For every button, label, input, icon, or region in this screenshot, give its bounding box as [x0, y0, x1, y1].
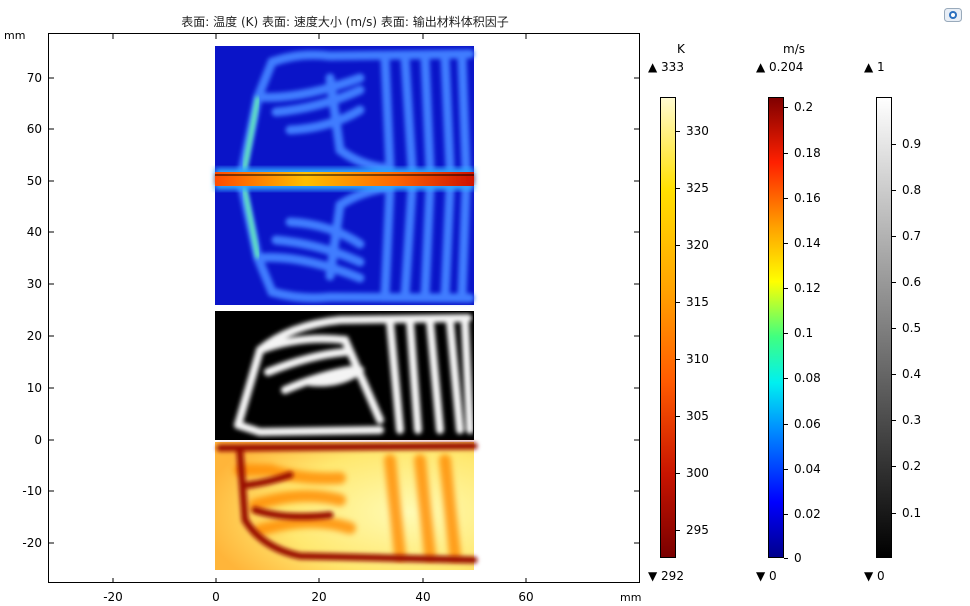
colorbar-tick-label: 325 [686, 181, 709, 195]
colorbar-tick-mark [676, 359, 680, 360]
colorbar-tick-mark [784, 153, 788, 154]
colorbar-tick-mark [892, 374, 896, 375]
colorbar-tick-mark [784, 288, 788, 289]
colorbar-tick-mark [784, 558, 788, 559]
colorbar-tick-mark [892, 236, 896, 237]
colorbar-tick-mark [676, 530, 680, 531]
colorbar-tick-mark [892, 420, 896, 421]
colorbar-tick-label: 0.1 [794, 326, 814, 340]
velocity-panel [215, 46, 475, 305]
x-axis-unit: mm [620, 591, 641, 604]
colorbar-tick-label: 0.2 [902, 459, 922, 473]
colorbar-tick-mark [784, 107, 788, 108]
colorbar-tick-label: 0.04 [794, 462, 821, 476]
colorbar-tick-mark [892, 328, 896, 329]
colorbar-tick-label: 0.6 [902, 275, 922, 289]
colorbar-velocity [768, 97, 784, 558]
colorbar-tick-label: 0.5 [902, 321, 922, 335]
y-axis-tick-label: -20 [22, 536, 42, 550]
y-axis-tick-label: 40 [27, 225, 42, 239]
colorbar-tick-mark [676, 131, 680, 132]
y-axis-tick-label: 50 [27, 174, 42, 188]
x-axis-tick-label: 60 [518, 590, 533, 604]
y-axis-tick-label: 20 [27, 329, 42, 343]
colorbar-tick-label: 0.06 [794, 417, 821, 431]
y-axis-tick-label: 0 [34, 433, 42, 447]
colorbar-tick-mark [784, 243, 788, 244]
colorbar-tick-label: 0.8 [902, 183, 922, 197]
y-axis-unit: mm [4, 29, 25, 42]
colorbar-material-max: ▲ 1 [864, 60, 885, 74]
colorbar-velocity-min: ▼ 0 [756, 569, 777, 583]
colorbar-tick-label: 0.14 [794, 236, 821, 250]
colorbar-tick-mark [784, 514, 788, 515]
colorbar-tick-mark [676, 416, 680, 417]
plot-area[interactable]: -20 0 20 40 60 70 60 50 40 30 20 10 0 -10 -20 mm mm [0, 0, 690, 606]
colorbar-tick-mark [892, 466, 896, 467]
axes-frame [48, 33, 640, 583]
colorbar-tick-mark [676, 302, 680, 303]
colorbar-tick-label: 0 [794, 551, 802, 565]
colorbar-tick-label: 295 [686, 523, 709, 537]
colorbar-tick-label: 310 [686, 352, 709, 366]
colorbar-tick-mark [784, 424, 788, 425]
colorbar-tick-mark [892, 282, 896, 283]
colorbar-tick-mark [892, 144, 896, 145]
colorbar-tick-label: 0.08 [794, 371, 821, 385]
material-panel [215, 311, 474, 440]
colorbar-tick-label: 0.18 [794, 146, 821, 160]
temperature-panel [215, 442, 478, 570]
colorbar-tick-mark [784, 469, 788, 470]
y-axis-tick-label: 10 [27, 381, 42, 395]
colorbar-tick-mark [676, 188, 680, 189]
colorbar-material-min: ▼ 0 [864, 569, 885, 583]
colorbar-tick-label: 320 [686, 238, 709, 252]
colorbar-tick-label: 0.7 [902, 229, 922, 243]
camera-icon[interactable] [944, 8, 962, 22]
colorbar-temperature [660, 97, 676, 558]
colorbar-tick-label: 0.2 [794, 100, 814, 114]
colorbar-material [876, 97, 892, 558]
colorbar-tick-label: 305 [686, 409, 709, 423]
colorbar-tick-label: 330 [686, 124, 709, 138]
colorbar-tick-mark [892, 190, 896, 191]
plot-title: 表面: 温度 (K) 表面: 速度大小 (m/s) 表面: 输出材料体积因子 [181, 15, 509, 29]
colorbar-tick-label: 0.9 [902, 137, 922, 151]
colorbar-tick-label: 300 [686, 466, 709, 480]
y-axis-tick-label: 30 [27, 277, 42, 291]
colorbar-tick-mark [784, 333, 788, 334]
x-axis-tick-label: 0 [212, 590, 220, 604]
colorbar-temperature-max: ▲ 333 [648, 60, 684, 74]
x-axis-tick-label: 20 [311, 590, 326, 604]
colorbar-tick-mark [676, 473, 680, 474]
colorbar-tick-mark [892, 513, 896, 514]
y-axis-tick-label: 70 [27, 71, 42, 85]
colorbar-tick-mark [784, 198, 788, 199]
x-axis-tick-label: -20 [103, 590, 123, 604]
colorbar-tick-mark [676, 245, 680, 246]
colorbar-tick-label: 0.4 [902, 367, 922, 381]
colorbar-tick-label: 0.1 [902, 506, 922, 520]
colorbar-tick-label: 0.12 [794, 281, 821, 295]
colorbar-tick-label: 315 [686, 295, 709, 309]
colorbar-velocity-max: ▲ 0.204 [756, 60, 804, 74]
y-axis-tick-label: 60 [27, 122, 42, 136]
y-axis-tick-label: -10 [22, 484, 42, 498]
colorbar-tick-label: 0.02 [794, 507, 821, 521]
colorbar-velocity-unit: m/s [783, 42, 805, 56]
colorbar-temperature-unit: K [677, 42, 685, 56]
x-axis-tick-label: 40 [415, 590, 430, 604]
colorbar-tick-label: 0.3 [902, 413, 922, 427]
colorbar-temperature-min: ▼ 292 [648, 569, 684, 583]
colorbar-tick-label: 0.16 [794, 191, 821, 205]
colorbar-tick-mark [784, 378, 788, 379]
